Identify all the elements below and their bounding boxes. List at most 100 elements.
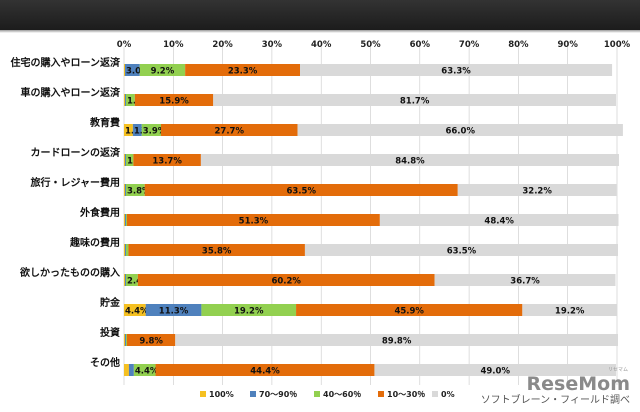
bar-segment	[124, 154, 126, 166]
bar-segment	[124, 244, 125, 256]
x-tick-label: 40%	[311, 40, 332, 50]
data-label: 3.9%	[143, 127, 167, 137]
bar-segment	[300, 64, 613, 76]
bar-segment	[124, 214, 125, 226]
bar-segment	[124, 244, 126, 256]
bar-segment	[133, 154, 201, 166]
data-label: 63.5%	[286, 187, 316, 197]
resemom-logo: ReseMom	[526, 373, 630, 395]
x-tick-label: 100%	[604, 40, 631, 50]
bar-segment	[125, 214, 127, 226]
category-label: 趣味の費用	[69, 236, 120, 249]
bar-segment	[124, 334, 125, 346]
bar-segment	[141, 124, 161, 136]
legend-swatch	[200, 391, 206, 397]
data-label: 15.9%	[159, 97, 189, 107]
bar-segment	[124, 274, 126, 286]
legend-swatch	[314, 391, 320, 397]
category-label: 教育費	[89, 116, 120, 129]
data-label: 63.3%	[441, 67, 471, 77]
data-label: 3.8%	[127, 187, 151, 197]
category-label: 旅行・レジャー費用	[31, 176, 121, 189]
bar-segment	[126, 214, 380, 226]
bar-segment	[160, 124, 298, 136]
bar-segment	[125, 94, 135, 106]
legend-label: 10～30％	[387, 390, 425, 399]
category-label: 投資	[100, 326, 120, 339]
data-label: 9.2%	[151, 67, 175, 77]
bar-segment	[139, 64, 186, 76]
bar-segment	[128, 244, 305, 256]
source-caption: ソフトブレーン・フィールド調べ	[480, 395, 630, 406]
category-label: カードローンの返済	[31, 146, 121, 159]
legend-swatch	[250, 391, 256, 397]
data-label: 11.3%	[159, 307, 189, 317]
x-tick-label: 30%	[262, 40, 283, 50]
bar-segment	[185, 64, 301, 76]
data-label: 4.4%	[125, 307, 149, 317]
data-label: 66.0%	[445, 127, 475, 137]
bar-segment	[125, 154, 134, 166]
bar-segment	[175, 334, 618, 346]
category-label: 欲しかったものの購入	[19, 266, 120, 279]
top-dark-bar	[0, 0, 640, 30]
x-tick-label: 10%	[163, 40, 184, 50]
bar-segment	[124, 304, 146, 316]
bar-segment	[124, 64, 125, 76]
bar-segment	[133, 364, 156, 376]
bar-segment	[297, 124, 623, 136]
data-label: 89.8%	[382, 337, 412, 347]
data-label: 35.8%	[202, 247, 232, 257]
data-label: 27.7%	[215, 127, 245, 137]
bar-segment	[124, 124, 133, 136]
data-label: 48.4%	[484, 217, 514, 227]
bar-segment	[124, 214, 126, 226]
bar-segment	[200, 154, 619, 166]
data-label: 81.7%	[400, 97, 430, 107]
legend-label: 40～60％	[323, 390, 361, 399]
bar-segment	[124, 364, 129, 376]
data-label: 23.3%	[228, 67, 258, 77]
bar-segment	[124, 184, 126, 196]
bar-segment	[125, 334, 127, 346]
legend-swatch	[378, 391, 384, 397]
bar-segment	[379, 214, 619, 226]
x-tick-label: 70%	[459, 40, 480, 50]
bar-segment	[434, 274, 616, 286]
bar-segment	[124, 64, 140, 76]
data-label: 49.0%	[480, 367, 510, 377]
bar-segment	[124, 334, 126, 346]
bar-segment	[124, 94, 126, 106]
bar-segment	[457, 184, 617, 196]
bar-segment	[125, 274, 138, 286]
top-bar-shadow	[0, 30, 640, 33]
watermark-ruby: リセマム	[607, 367, 628, 373]
data-label: 3.0%	[126, 67, 150, 77]
bar-segment	[201, 304, 297, 316]
data-label: 84.8%	[395, 157, 425, 167]
bar-segment	[522, 304, 617, 316]
category-label: 貯金	[100, 296, 121, 309]
category-label: 外食費用	[79, 206, 120, 219]
data-label: 51.3%	[239, 217, 269, 227]
bar-segment	[132, 124, 142, 136]
data-label: 4.4%	[135, 367, 159, 377]
bar-segment	[124, 184, 125, 196]
legend-label: 100%	[209, 390, 234, 399]
x-tick-label: 80%	[508, 40, 529, 50]
legend-swatch	[432, 391, 438, 397]
data-label: 32.2%	[522, 187, 552, 197]
data-label: 13.7%	[152, 157, 182, 167]
category-label: 住宅の購入やローン返済	[11, 56, 121, 69]
x-tick-label: 60%	[410, 40, 431, 50]
bar-segment	[124, 274, 125, 286]
legend-label: 0%	[441, 390, 455, 399]
bar-segment	[124, 154, 125, 166]
x-tick-label: 50%	[360, 40, 381, 50]
bar-segment	[374, 364, 617, 376]
bar-segment	[128, 364, 134, 376]
legend-label: 70～90％	[259, 390, 297, 399]
data-label: 36.7%	[510, 277, 540, 287]
bar-segment	[296, 304, 523, 316]
